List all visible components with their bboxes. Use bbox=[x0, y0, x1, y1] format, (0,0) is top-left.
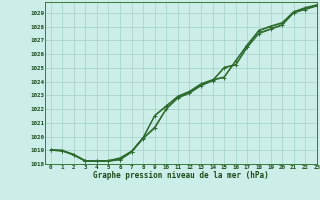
X-axis label: Graphe pression niveau de la mer (hPa): Graphe pression niveau de la mer (hPa) bbox=[93, 171, 269, 180]
